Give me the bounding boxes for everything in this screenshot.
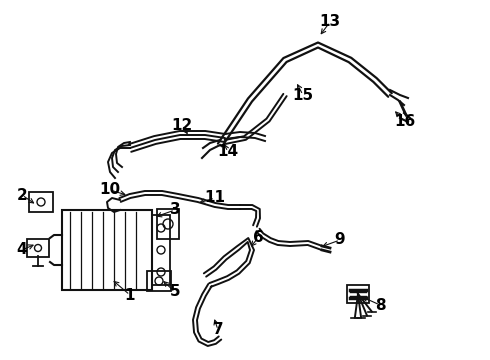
Text: 16: 16 xyxy=(394,114,416,130)
Text: 9: 9 xyxy=(335,233,345,248)
Text: 5: 5 xyxy=(170,284,180,300)
FancyBboxPatch shape xyxy=(347,285,369,303)
Text: 12: 12 xyxy=(172,117,193,132)
Text: 7: 7 xyxy=(213,323,223,338)
Text: 11: 11 xyxy=(204,190,225,206)
Bar xyxy=(62,210,152,290)
Text: 1: 1 xyxy=(125,288,135,302)
Bar xyxy=(152,215,170,285)
Text: 8: 8 xyxy=(375,297,385,312)
Text: 4: 4 xyxy=(17,243,27,257)
Text: 10: 10 xyxy=(99,183,121,198)
Text: 15: 15 xyxy=(293,87,314,103)
Text: 3: 3 xyxy=(170,202,180,217)
Text: 14: 14 xyxy=(218,144,239,159)
Text: 6: 6 xyxy=(253,230,264,246)
Text: 13: 13 xyxy=(319,14,341,30)
Text: 2: 2 xyxy=(17,188,27,202)
